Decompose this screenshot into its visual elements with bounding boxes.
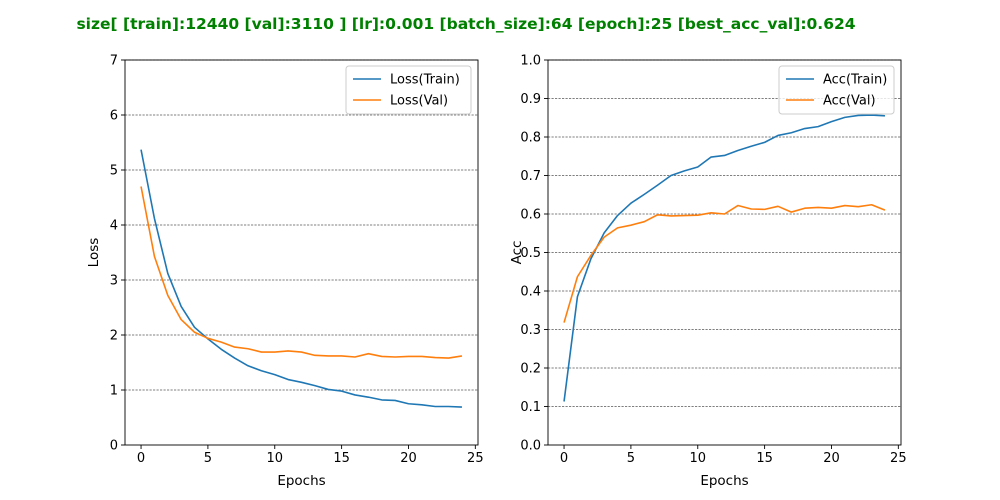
chart-1-panel: [121, 59, 479, 449]
chart-2-ytick-label: 0.4: [520, 285, 541, 300]
chart-2-ytick-label: 0.5: [520, 246, 541, 261]
chart-1-ytick-label: 7: [110, 54, 118, 69]
chart-1-xlabel: Epochs: [277, 473, 325, 489]
chart-2-ylabel: Acc: [509, 241, 525, 265]
chart-1-axes-frame: [124, 59, 479, 446]
chart-1-ylabel: Loss: [86, 238, 102, 268]
chart-2-ytick-label: 0.3: [520, 323, 541, 338]
chart-2-ytick-label: 0.6: [520, 208, 541, 223]
chart-1-ytick-label: 6: [110, 109, 118, 124]
chart-1-legend-label-train: Loss(Train): [390, 73, 460, 88]
chart-2-panel: [544, 59, 902, 449]
chart-2-xtick-label: 25: [890, 451, 907, 466]
chart-1-legend: Loss(Train) Loss(Val): [345, 65, 472, 115]
chart-1-xtick-label: 0: [137, 451, 145, 466]
chart-1-ytick-label: 3: [110, 274, 118, 289]
chart-1-xtick-label: 25: [467, 451, 484, 466]
chart-2-ytick-label: 1.0: [520, 54, 541, 69]
chart-2-xtick-label: 0: [560, 451, 568, 466]
chart-2-xtick-label: 5: [627, 451, 635, 466]
chart-2-legend: Acc(Train) Acc(Val): [778, 65, 895, 115]
chart-2-legend-label-train: Acc(Train): [823, 73, 887, 88]
chart-2-xtick-label: 20: [823, 451, 840, 466]
chart-2-legend-box: [778, 65, 895, 115]
chart-2-ytick-label: 0.0: [520, 439, 541, 454]
chart-1-ytick-label: 4: [110, 219, 118, 234]
chart-2-series-line-train: [563, 114, 885, 402]
chart-2-ytick-label: 0.7: [520, 169, 541, 184]
chart-2-ytick-label: 0.8: [520, 131, 541, 146]
chart-1-xtick-label: 10: [266, 451, 283, 466]
chart-1-legend-box: [345, 65, 472, 115]
chart-1-ytick-label: 2: [110, 329, 118, 344]
chart-1-xtick-label: 15: [333, 451, 350, 466]
chart-2-xtick-label: 15: [756, 451, 773, 466]
chart-2-legend-label-val: Acc(Val): [823, 94, 876, 109]
chart-2-ytick-label: 0.1: [520, 400, 541, 415]
chart-2-ytick-label: 0.9: [520, 92, 541, 107]
chart-1-series-line-val: [140, 186, 463, 359]
chart-1-ytick-label: 5: [110, 164, 118, 179]
chart-2-xtick-label: 10: [689, 451, 706, 466]
chart-1-ytick-label: 1: [110, 384, 118, 399]
chart-2-series-line-val: [563, 203, 886, 323]
chart-2-xlabel: Epochs: [700, 473, 748, 489]
chart-1-series-line-train: [140, 149, 462, 408]
chart-1-xtick-label: 20: [400, 451, 417, 466]
figure-suptitle: size[ [train]:12440 [val]:3110 ] [lr]:0.…: [76, 15, 856, 33]
chart-1-legend-label-val: Loss(Val): [390, 94, 448, 109]
chart-2-ytick-label: 0.2: [520, 362, 541, 377]
chart-1-ytick-label: 0: [110, 439, 118, 454]
chart-1-xtick-label: 5: [204, 451, 212, 466]
